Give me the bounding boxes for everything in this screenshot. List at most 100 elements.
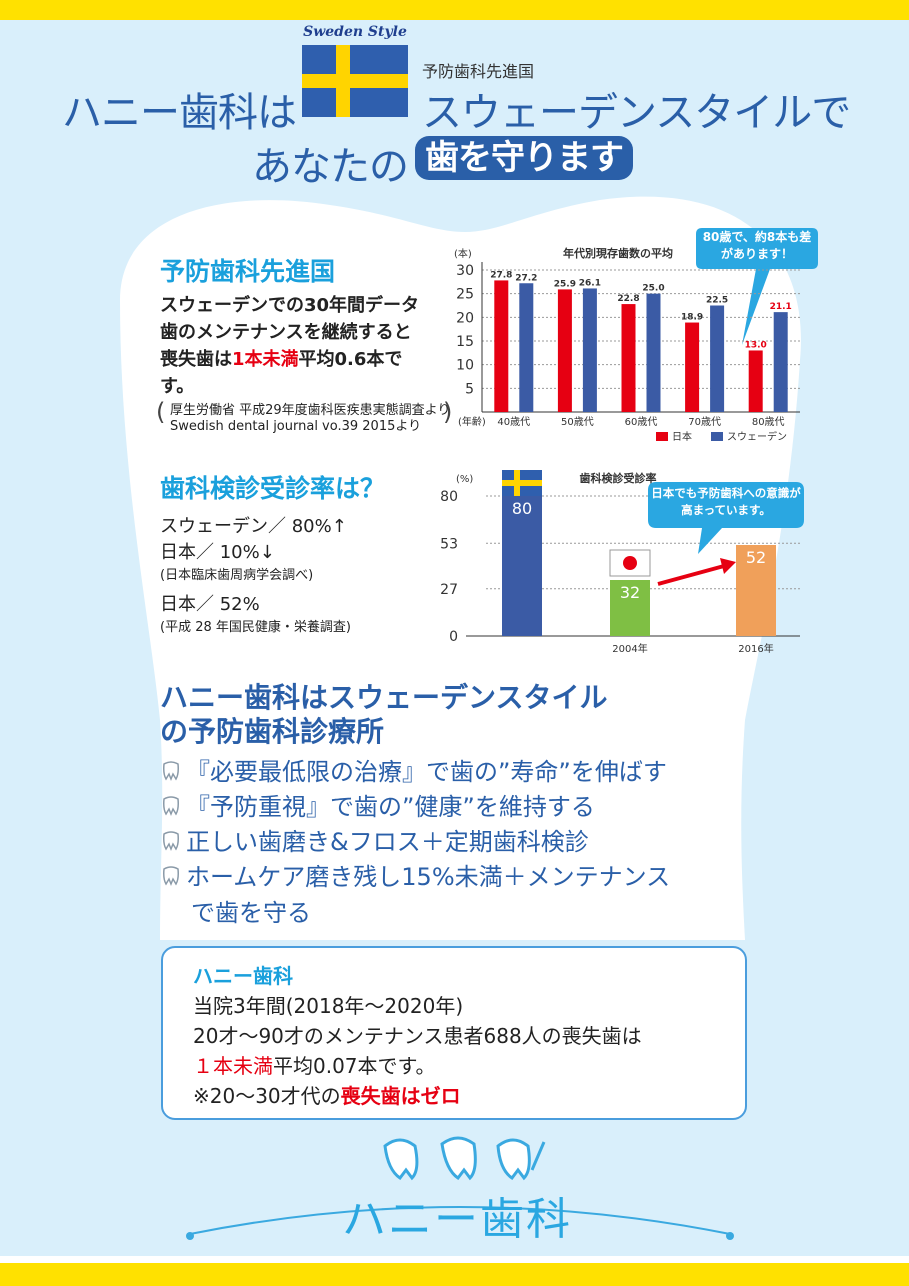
chart1-bar bbox=[710, 305, 725, 412]
chart1-category-label: 50歳代 bbox=[561, 416, 594, 428]
sweden-flag-icon bbox=[302, 45, 408, 117]
chart1-category-label: 60歳代 bbox=[625, 416, 658, 428]
chart2-value-label: 80 bbox=[512, 499, 532, 518]
chart1-value-label: 25.0 bbox=[642, 284, 664, 294]
trend-arrow-head bbox=[720, 558, 736, 574]
chart2-ytick-label: 0 bbox=[449, 629, 458, 645]
logo-toothbrush-icon bbox=[530, 1141, 546, 1171]
info-line4-red: 喪失歯はゼロ bbox=[340, 1084, 461, 1108]
chart1-value-label: 26.1 bbox=[579, 278, 601, 288]
chart1-bar bbox=[748, 350, 763, 412]
chart1-ytick-label: 20 bbox=[456, 310, 474, 326]
info-line3: １本未満平均0.07本です。 bbox=[193, 1050, 436, 1079]
trend-arrow-line bbox=[657, 564, 725, 586]
chart1-ytick-label: 25 bbox=[456, 287, 474, 303]
tooth-icon bbox=[160, 863, 186, 891]
logo-arc bbox=[189, 1206, 731, 1235]
chart2-ylabel: (%) bbox=[456, 474, 473, 485]
legend-japan-label: 日本 bbox=[672, 430, 692, 443]
chart1-ytick-label: 30 bbox=[456, 263, 474, 279]
chart1-category-label: 80歳代 bbox=[752, 416, 785, 428]
chart2-ytick-label: 53 bbox=[440, 536, 458, 552]
chart1-ylabel: (本) bbox=[454, 247, 472, 260]
info-line4: ※20～30才代の喪失歯はゼロ bbox=[193, 1080, 461, 1109]
section1-text-d: す。 bbox=[160, 376, 195, 397]
feature-item-text: 『必要最低限の治療』で歯の”寿命”を伸ばす bbox=[186, 758, 667, 786]
chart1-ytick-label: 5 bbox=[465, 381, 474, 397]
chart1-legend: 日本 スウェーデン bbox=[656, 430, 787, 443]
text-c-post: 平均0.6本で bbox=[298, 349, 403, 370]
logo-tooth-1-icon bbox=[383, 1138, 419, 1181]
chart1-value-label: 22.8 bbox=[617, 294, 639, 304]
chart2-category-label: 2016年 bbox=[738, 642, 773, 655]
section2-heading: 歯科検診受診率は？ bbox=[160, 474, 386, 503]
chart2-ytick-label: 27 bbox=[440, 582, 458, 598]
chart1-value-label: 27.8 bbox=[490, 270, 512, 280]
chart1-ytick-label: 10 bbox=[456, 358, 474, 374]
source-line1: 厚生労働省 平成29年度歯科医疾患実態調査より bbox=[170, 403, 451, 418]
chart2-bar bbox=[736, 545, 776, 636]
chart2-callout-text: 日本でも予防歯科への意識が高まっています。 bbox=[651, 486, 801, 517]
japan-rate: 日本／ 10%↓ bbox=[160, 542, 275, 563]
top-yellow-band bbox=[0, 0, 909, 20]
japan-rate-source: (日本臨床歯周病学会調べ) bbox=[160, 568, 314, 583]
chart1-bar bbox=[582, 288, 597, 412]
chart1-title: 年代別現存歯数の平均 bbox=[563, 246, 673, 260]
chart1-bar bbox=[773, 312, 788, 412]
bottom-yellow-band bbox=[0, 1263, 909, 1286]
text-c-pre: 喪失歯は bbox=[160, 349, 232, 370]
chart1-ytick-label: 15 bbox=[456, 334, 474, 350]
logo-arc-end-left bbox=[186, 1232, 194, 1240]
chart1-bar bbox=[557, 289, 572, 412]
source-open-paren: ( bbox=[156, 398, 166, 426]
footer-logo-text: ハニー歯科 bbox=[342, 1194, 572, 1245]
section1-text-a: スウェーデンでの30年間データ bbox=[160, 295, 420, 316]
chart2-value-label: 52 bbox=[746, 548, 766, 567]
chart1-value-label: 18.9 bbox=[681, 313, 703, 323]
japan-flag-disc bbox=[623, 556, 637, 570]
tooth-icon bbox=[160, 793, 186, 821]
section1-text-b: 歯のメンテナンスを継続すると bbox=[160, 322, 412, 343]
legend-japan-swatch bbox=[656, 432, 668, 441]
chart1-xlabel: (年齢) bbox=[458, 415, 486, 428]
section1-text-c: 喪失歯は1本未満平均0.6本で bbox=[160, 346, 402, 373]
info-line2: 20才～90才のメンテナンス患者688人の喪失歯は bbox=[193, 1024, 642, 1048]
chart2-ytick-label: 80 bbox=[440, 489, 458, 505]
section1-heading: 予防歯科先進国 bbox=[160, 257, 336, 286]
info-title: ハニー歯科 bbox=[193, 964, 293, 988]
pioneer-label: 予防歯科先進国 bbox=[422, 62, 535, 81]
info-line1: 当院3年間(2018年～2020年) bbox=[193, 994, 464, 1018]
clinic-info-box: ハニー歯科 当院3年間(2018年～2020年) 20才～90才のメンテナンス患… bbox=[161, 946, 747, 1120]
chart1-category-label: 70歳代 bbox=[688, 416, 721, 428]
chart1-value-label: 21.1 bbox=[770, 302, 792, 312]
chart1-bar bbox=[685, 322, 700, 412]
source-close-paren: ) bbox=[443, 398, 453, 426]
chart1-value-label: 13.0 bbox=[745, 340, 767, 350]
tooth-icon bbox=[160, 758, 186, 786]
feature-item-text: 『予防重視』で歯の”健康”を維持する bbox=[186, 793, 595, 821]
footer-logo-art bbox=[186, 1136, 734, 1240]
chart1-category-label: 40歳代 bbox=[497, 416, 530, 428]
headline-left: ハニー歯科は bbox=[62, 90, 297, 136]
info-line3-red: １本未満 bbox=[193, 1054, 273, 1078]
chart2-callout-bubble bbox=[648, 482, 804, 554]
chart-tooth-count: (本) 年代別現存歯数の平均 (年齢) 80歳で、約8本も差があります！ 5 10… bbox=[454, 228, 818, 443]
feature-item: 『予防重視』で歯の”健康”を維持する bbox=[160, 787, 595, 822]
logo-tooth-3-icon bbox=[496, 1138, 531, 1181]
source-line2: Swedish dental journal vo.39 2015より bbox=[170, 419, 422, 434]
info-line3-rest: 平均0.07本です。 bbox=[273, 1054, 436, 1078]
section3-heading-1: ハニー歯科はスウェーデンスタイル bbox=[160, 681, 608, 714]
sweden-rate: スウェーデン／ 80%↑ bbox=[160, 516, 347, 537]
chart1-bar bbox=[621, 304, 636, 412]
chart2-category-label: 2004年 bbox=[612, 642, 647, 655]
chart1-bar bbox=[646, 293, 661, 412]
japan-rate-2016: 日本／ 52% bbox=[160, 594, 260, 615]
headline-right: スウェーデンスタイルで bbox=[422, 90, 851, 136]
text-c-red: 1本未満 bbox=[232, 349, 299, 370]
feature-item: 『必要最低限の治療』で歯の”寿命”を伸ばす bbox=[160, 752, 667, 787]
logo-tooth-2-icon bbox=[440, 1136, 477, 1181]
tooth-icon bbox=[160, 828, 186, 856]
section3-heading-2: の予防歯科診療所 bbox=[160, 715, 385, 748]
chart1-bar bbox=[494, 280, 509, 412]
chart1-callout-text: 80歳で、約8本も差があります！ bbox=[702, 230, 812, 261]
